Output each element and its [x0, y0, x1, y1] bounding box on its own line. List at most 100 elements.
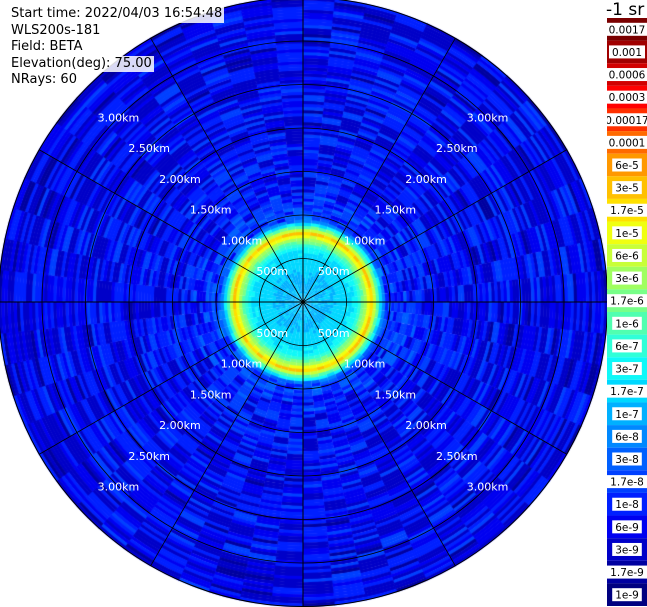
azimuth-spoke	[302, 301, 456, 566]
range-ring-label: 2.00km	[405, 173, 447, 186]
colorbar-label-background	[612, 158, 642, 172]
colorbar-label-background	[612, 362, 642, 376]
colorbar-label-background	[609, 45, 645, 59]
colorbar-tick-label: 3e-6	[615, 273, 639, 285]
colorbar-label-background	[607, 203, 647, 217]
colorbar-label-background	[607, 294, 647, 308]
colorbar-tick-label: 0.0006	[609, 70, 646, 82]
range-ring	[128, 127, 478, 477]
range-ring-label: 1.50km	[374, 388, 416, 401]
range-ring-label: 3.00km	[467, 111, 509, 124]
colorbar-tick-label: 6e-8	[615, 431, 639, 443]
colorbar-label-background	[612, 181, 642, 195]
nrays-text: NRays: 60	[11, 72, 79, 89]
colorbar-tick-label: 1e-7	[615, 409, 639, 421]
colorbar-label-background	[612, 248, 642, 262]
range-ring-label: 2.00km	[159, 173, 201, 186]
azimuth-spoke	[302, 149, 567, 303]
colorbar-label-background	[612, 542, 642, 556]
azimuth-spoke	[150, 38, 304, 303]
range-ring-label: 2.00km	[405, 419, 447, 432]
colorbar-tick-label: 1.7e-5	[610, 205, 644, 217]
range-ring	[85, 84, 521, 520]
colorbar-tick-label: 3e-7	[615, 364, 639, 376]
colorbar-label-background	[607, 384, 647, 398]
colorbar-tick-label: 0.00017	[607, 115, 647, 127]
azimuth-spoke	[39, 301, 304, 455]
range-ring-label: 1.50km	[190, 388, 232, 401]
colorbar-label-background	[612, 429, 642, 443]
colorbar-tick-label: 1e-5	[615, 228, 639, 240]
colorbar-label-background	[607, 90, 647, 104]
range-ring-label: 2.50km	[436, 142, 478, 155]
colorbar-tick-label: 1e-6	[615, 318, 639, 330]
colorbar-tick-label: 6e-6	[615, 250, 639, 262]
colorbar-tick-label: 1.7e-6	[610, 296, 644, 308]
colorbar-tick-label: 0.0017	[609, 24, 646, 36]
range-ring-label: 500m	[256, 327, 288, 340]
colorbar-tick-label: 3e-8	[615, 454, 639, 466]
colorbar-tick-label: 3e-9	[615, 544, 639, 556]
colorbar-label-background	[612, 226, 642, 240]
colorbar-label-background	[612, 271, 642, 285]
colorbar-label-background	[612, 407, 642, 421]
field-text: Field: BETA	[11, 39, 85, 56]
azimuth-spoke	[302, 38, 456, 303]
range-ring-label: 2.00km	[159, 419, 201, 432]
colorbar-label-background	[607, 113, 647, 127]
colorbar-tick-label: 0.0001	[609, 137, 646, 149]
colorbar-tick-label: 0.001	[612, 47, 642, 59]
range-ring-label: 3.00km	[98, 481, 140, 494]
range-ring-label: 1.00km	[344, 234, 386, 247]
range-ring-label: 500m	[318, 265, 350, 278]
colorbar-tick-label: 3e-5	[615, 183, 639, 195]
azimuth-spoke	[39, 149, 304, 303]
colorbar-tick-label: 6e-7	[615, 341, 639, 353]
colorbar-label-background	[612, 316, 642, 330]
colorbar-unit-label: -1 sr	[606, 0, 645, 20]
colorbar: 0.0017 0.001 0.0006 0.0003 0.00017 0.0001 6e-5…	[607, 18, 647, 606]
colorbar-label-background	[607, 565, 647, 579]
range-ring-label: 2.50km	[128, 450, 170, 463]
colorbar-label-background	[607, 68, 647, 82]
range-ring-label: 2.50km	[128, 142, 170, 155]
colorbar-label-background	[612, 520, 642, 534]
instrument-text: WLS200s-181	[11, 22, 103, 39]
colorbar-tick-label: 6e-9	[615, 522, 639, 534]
elevation-text: Elevation(deg): 75.00	[11, 55, 154, 72]
colorbar-label-background	[607, 475, 647, 489]
range-ring-label: 3.00km	[98, 111, 140, 124]
range-ring	[41, 40, 565, 564]
azimuth-spoke	[302, 301, 567, 455]
range-ring	[172, 171, 434, 433]
range-ring-label: 1.50km	[374, 204, 416, 217]
range-ring-label: 2.50km	[436, 450, 478, 463]
range-ring	[215, 214, 391, 390]
start-time-text: Start time: 2022/04/03 16:54:48	[11, 6, 225, 23]
colorbar-label-background	[612, 339, 642, 353]
range-ring-label: 3.00km	[467, 481, 509, 494]
colorbar-label-background	[612, 497, 642, 511]
range-ring-label: 500m	[318, 327, 350, 340]
range-ring-label: 500m	[256, 265, 288, 278]
colorbar-tick-label: 1.7e-8	[610, 477, 644, 489]
colorbar-tick-label: 1e-9	[615, 590, 639, 602]
azimuth-spoke	[150, 301, 304, 566]
colorbar-tick-label: 1.7e-9	[610, 567, 644, 579]
colorbar-tick-label: 6e-5	[615, 160, 639, 172]
colorbar-tick-label: 1e-8	[615, 499, 639, 511]
range-ring	[259, 258, 347, 346]
colorbar-tick-label: 1.7e-7	[610, 386, 644, 398]
scan-info-panel: Start time: 2022/04/03 16:54:48 WLS200s-…	[11, 6, 225, 89]
colorbar-label-background	[612, 588, 642, 602]
range-ring-label: 1.50km	[190, 204, 232, 217]
colorbar-tick-label: 0.0003	[609, 92, 646, 104]
colorbar-label-background	[607, 135, 647, 149]
colorbar-label-background	[607, 22, 647, 36]
colorbar-label-background	[612, 452, 642, 466]
range-ring-label: 1.00km	[344, 358, 386, 371]
range-ring-label: 1.00km	[221, 234, 263, 247]
range-ring-label: 1.00km	[221, 358, 263, 371]
